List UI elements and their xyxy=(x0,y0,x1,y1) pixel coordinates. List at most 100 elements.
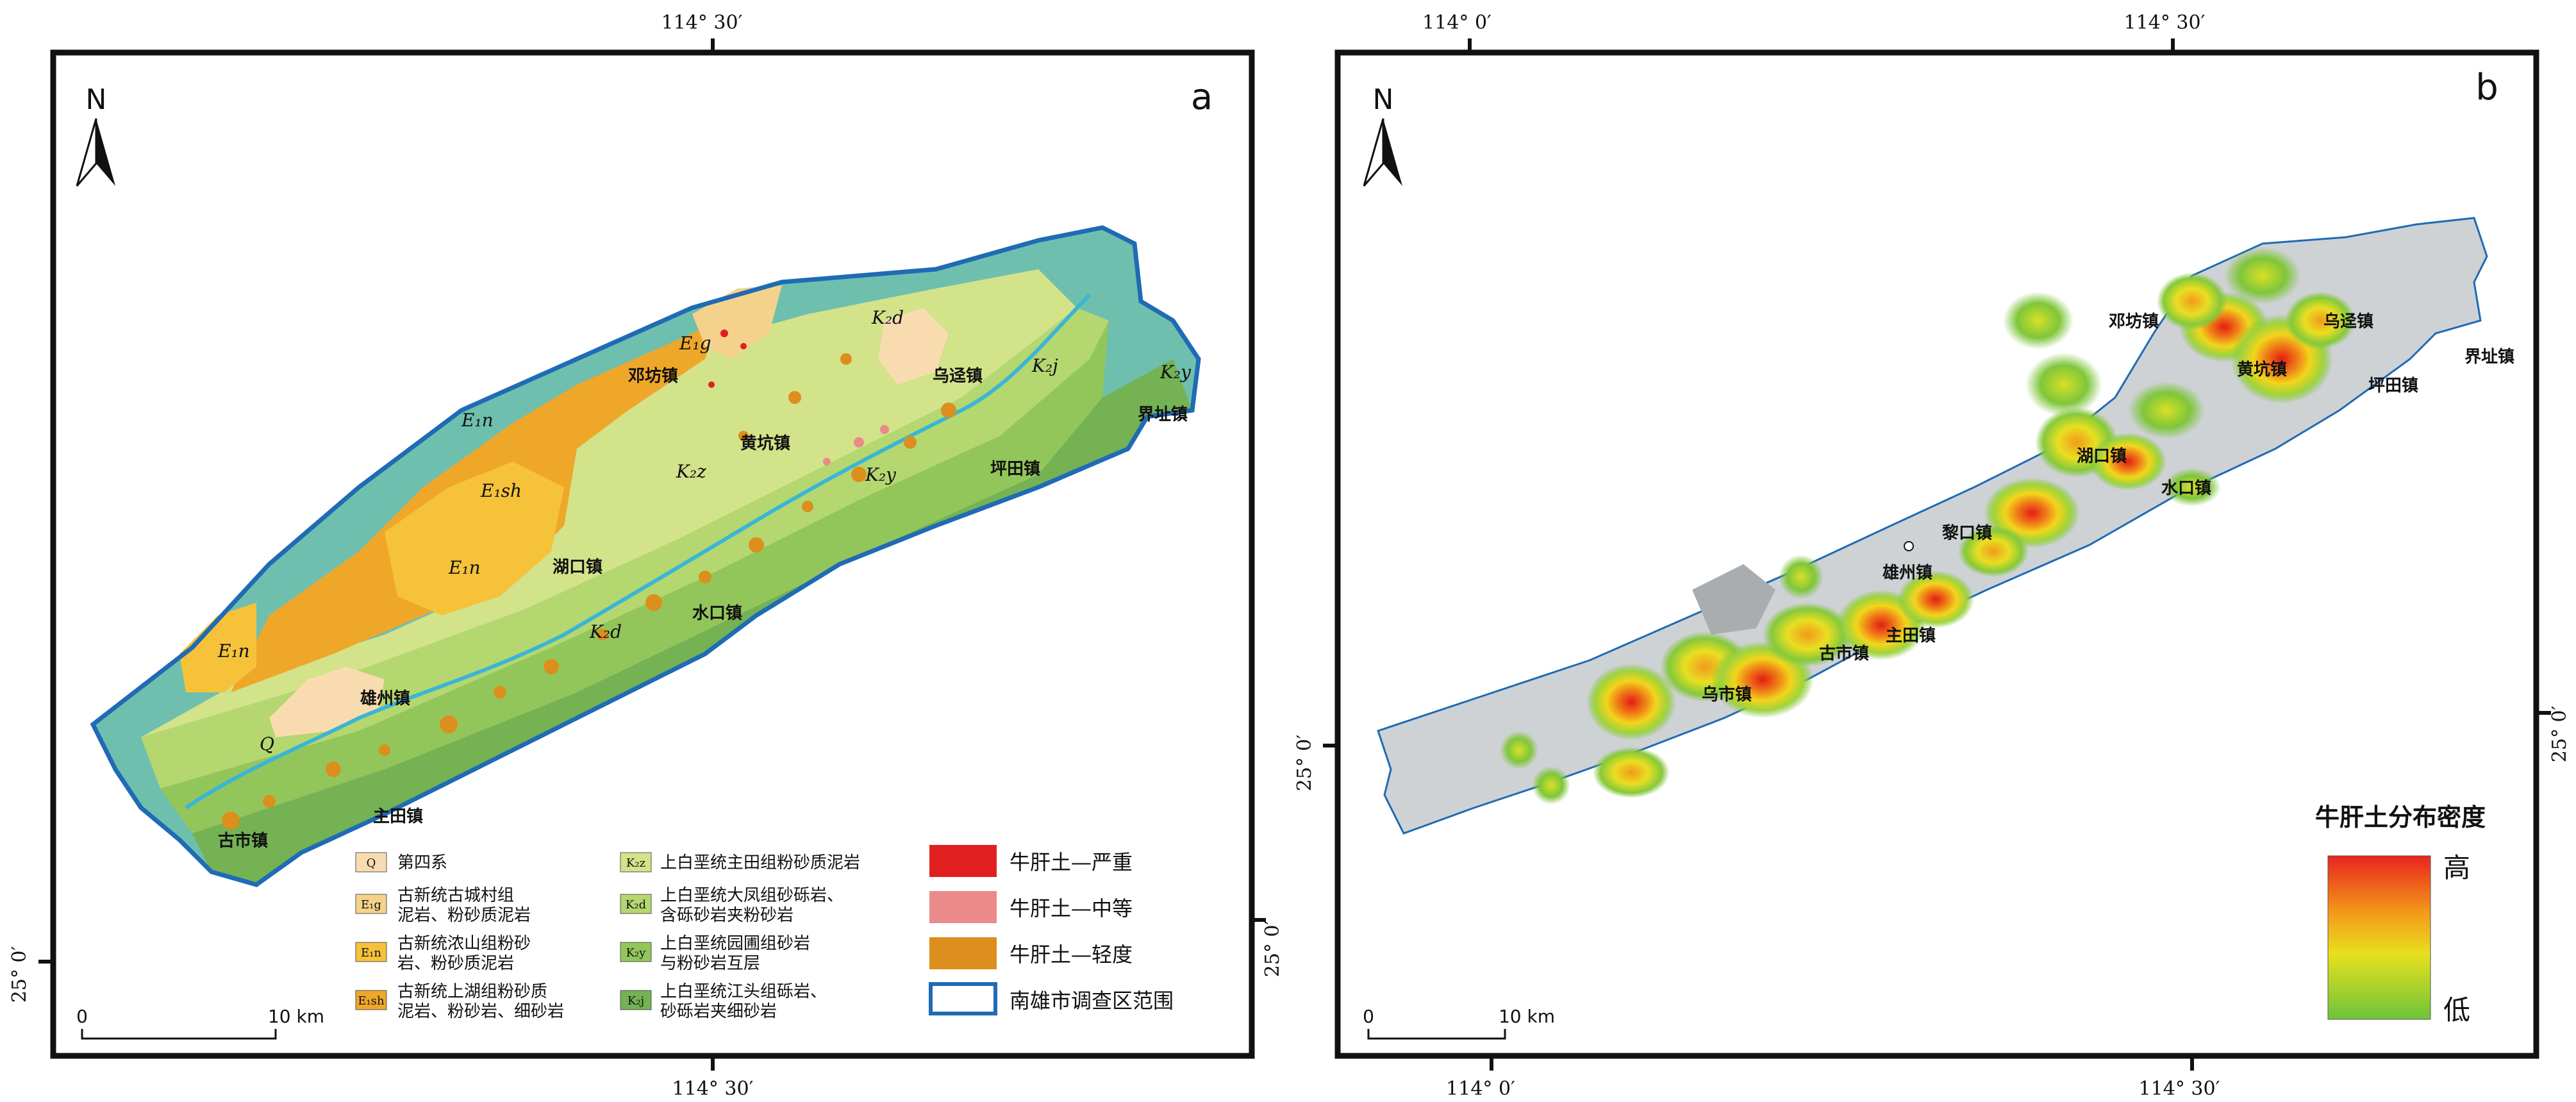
unit-k2y xyxy=(160,321,1109,833)
unit-k2d xyxy=(141,308,1109,789)
unit-label-e1n-left: E₁n xyxy=(217,640,250,662)
town-huangkeng-a: 黄坑镇 xyxy=(740,433,790,453)
unit-label-e1n-upper: E₁n xyxy=(461,410,494,431)
unit-q-2 xyxy=(878,308,949,385)
town-huangkeng-b: 黄坑镇 xyxy=(2237,360,2287,380)
north-arrow-icon-fill xyxy=(96,119,115,186)
unit-e1n xyxy=(385,462,564,615)
coord-bottom-a: 114° 30′ xyxy=(672,1078,754,1100)
legend-a: Q 第四系 E₁g 古新统古城村组 泥岩、粉砂质泥岩 E₁n 古新统浓山组粉砂 … xyxy=(355,845,1174,1021)
legend-text-k2j-1: 上白垩统江头组砾岩、 xyxy=(660,982,827,1001)
legend-text-boundary: 南雄市调查区范围 xyxy=(1010,989,1174,1013)
town-xiongzhou-b: 雄州镇 xyxy=(1882,564,1932,583)
scale-bar-b: 0 10 km xyxy=(1363,1006,1555,1040)
satellite-dark-patch xyxy=(1692,564,1775,635)
panel-letter-a: a xyxy=(1191,76,1213,118)
town-labels-b: 邓坊镇 乌迳镇 黄坑镇 坪田镇 界址镇 湖口镇 水口镇 黎口镇 雄州镇 主田镇 … xyxy=(1702,312,2514,705)
town-labels-a: 邓坊镇 乌迳镇 黄坑镇 坪田镇 界址镇 湖口镇 水口镇 雄州镇 主田镇 古市镇 xyxy=(218,366,1188,851)
town-jiezhi-a: 界址镇 xyxy=(1138,405,1188,424)
coord-left-b: 25° 0′ xyxy=(1293,735,1316,792)
legend-text-k2y-2: 与粉砂岩互层 xyxy=(660,954,760,973)
erosion-patches-moderate xyxy=(823,425,889,465)
unit-label-k2d-north: K₂d xyxy=(871,307,904,328)
town-xiongzhou-a: 雄州镇 xyxy=(360,689,410,708)
unit-label-k2d: K₂d xyxy=(589,621,622,642)
town-hukou-b: 湖口镇 xyxy=(2077,447,2127,466)
north-arrow-icon-b-fill xyxy=(1383,119,1402,186)
unit-label-e1g: E₁g xyxy=(679,333,711,354)
legend-code-k2d: K₂d xyxy=(626,898,646,912)
town-wujing-a: 乌迳镇 xyxy=(933,366,983,386)
coord-top-right-b: 114° 30′ xyxy=(2124,12,2206,34)
town-jiezhi-b: 界址镇 xyxy=(2464,347,2514,367)
panel-letter-b: b xyxy=(2475,67,2498,108)
panel-b-density-map: N b 邓坊镇 乌迳镇 黄坑镇 坪田镇 界址镇 湖口镇 水口镇 黎口镇 雄州镇 … xyxy=(1293,12,2571,1100)
town-shuikou-b: 水口镇 xyxy=(2161,479,2211,498)
scale-end-b: 10 km xyxy=(1499,1006,1555,1027)
town-shuikou-a: 水口镇 xyxy=(692,604,742,623)
scale-zero-a: 0 xyxy=(76,1006,88,1027)
north-label-b: N xyxy=(1373,83,1394,116)
town-dengfang-b: 邓坊镇 xyxy=(2109,312,2159,331)
density-legend-title: 牛肝土分布密度 xyxy=(2315,803,2486,831)
town-wujing-b: 乌迳镇 xyxy=(2323,312,2373,331)
legend-text-q: 第四系 xyxy=(397,853,447,872)
erosion-patches xyxy=(222,353,956,830)
survey-boundary xyxy=(90,225,1201,887)
town-zhutian-a: 主田镇 xyxy=(373,807,423,826)
town-likou-b: 黎口镇 xyxy=(1942,523,1992,543)
town-marker xyxy=(1904,541,1914,551)
density-ramp xyxy=(2327,855,2431,1020)
unit-label-e1sh: E₁sh xyxy=(480,480,522,501)
town-pingtian-a: 坪田镇 xyxy=(990,460,1040,479)
legend-code-q: Q xyxy=(367,856,376,870)
coord-top-left-b: 114° 0′ xyxy=(1422,12,1492,34)
density-layer xyxy=(1500,247,2356,805)
legend-text-e1sh-1: 古新统上湖组粉砂质 xyxy=(397,982,547,1001)
coord-bottom-left-b: 114° 0′ xyxy=(1446,1078,1515,1100)
town-mashi-b: 乌市镇 xyxy=(1702,685,1752,705)
scale-bar-a: 0 10 km xyxy=(76,1006,324,1040)
unit-k2j xyxy=(192,359,1192,885)
town-dengfang-a: 邓坊镇 xyxy=(628,366,678,386)
legend-code-k2j: K₂j xyxy=(627,994,644,1008)
town-gushi-b: 古市镇 xyxy=(1819,644,1869,664)
legend-text-e1g-1: 古新统古城村组 xyxy=(397,886,514,905)
town-pingtian-b: 坪田镇 xyxy=(2368,376,2418,396)
legend-text-k2y-1: 上白垩统园圃组砂岩 xyxy=(660,934,810,953)
legend-code-k2y: K₂y xyxy=(626,946,647,960)
unit-e1g xyxy=(692,285,782,359)
legend-code-e1n: E₁n xyxy=(361,946,381,960)
density-legend: 牛肝土分布密度 高 低 xyxy=(2315,803,2486,1026)
coord-right-b: 25° 0′ xyxy=(2548,706,2571,763)
scale-end-a: 10 km xyxy=(268,1006,324,1027)
legend-text-e1n-1: 古新统浓山组粉砂 xyxy=(397,934,531,953)
unit-label-q: Q xyxy=(260,733,274,755)
legend-text-moderate: 牛肝土—中等 xyxy=(1010,896,1133,921)
legend-text-k2z: 上白垩统主田组粉砂质泥岩 xyxy=(660,853,860,872)
coord-right-a: 25° 0′ xyxy=(1261,921,1284,978)
panel-a-geologic-map: N a E₁n E₁sh E₁n E₁n K₂z K₂y K₂d K₂j K₂y… xyxy=(8,12,1284,1100)
town-gushi-a: 古市镇 xyxy=(218,831,268,851)
legend-text-severe: 牛肝土—严重 xyxy=(1010,850,1133,874)
legend-code-e1g: E₁g xyxy=(361,898,381,912)
town-zhutian-b: 主田镇 xyxy=(1886,626,1936,646)
legend-code-e1sh: E₁sh xyxy=(358,994,385,1008)
unit-labels: E₁n E₁sh E₁n E₁n K₂z K₂y K₂d K₂j K₂y K₂d… xyxy=(217,307,1192,755)
scale-zero-b: 0 xyxy=(1363,1006,1374,1027)
coord-left-a: 25° 0′ xyxy=(8,946,31,1003)
unit-e1n-2 xyxy=(179,603,256,692)
density-legend-high: 高 xyxy=(2443,852,2470,883)
legend-text-light: 牛肝土—轻度 xyxy=(1010,942,1133,967)
density-legend-low: 低 xyxy=(2443,994,2470,1026)
legend-text-e1sh-2: 泥岩、粉砂岩、细砂岩 xyxy=(397,1002,564,1021)
erosion-patches-severe xyxy=(708,330,747,388)
legend-text-k2d-2: 含砾砂岩夹粉砂岩 xyxy=(660,906,794,925)
town-hukou-a: 湖口镇 xyxy=(553,558,602,577)
north-label-a: N xyxy=(86,83,107,116)
legend-text-k2d-1: 上白垩统大凤组砂砾岩、 xyxy=(660,886,843,905)
legend-text-e1n-2: 岩、粉砂质泥岩 xyxy=(397,954,514,973)
river xyxy=(185,293,1092,810)
legend-code-k2z: K₂z xyxy=(626,856,645,870)
unit-label-k2j: K₂j xyxy=(1031,355,1058,376)
